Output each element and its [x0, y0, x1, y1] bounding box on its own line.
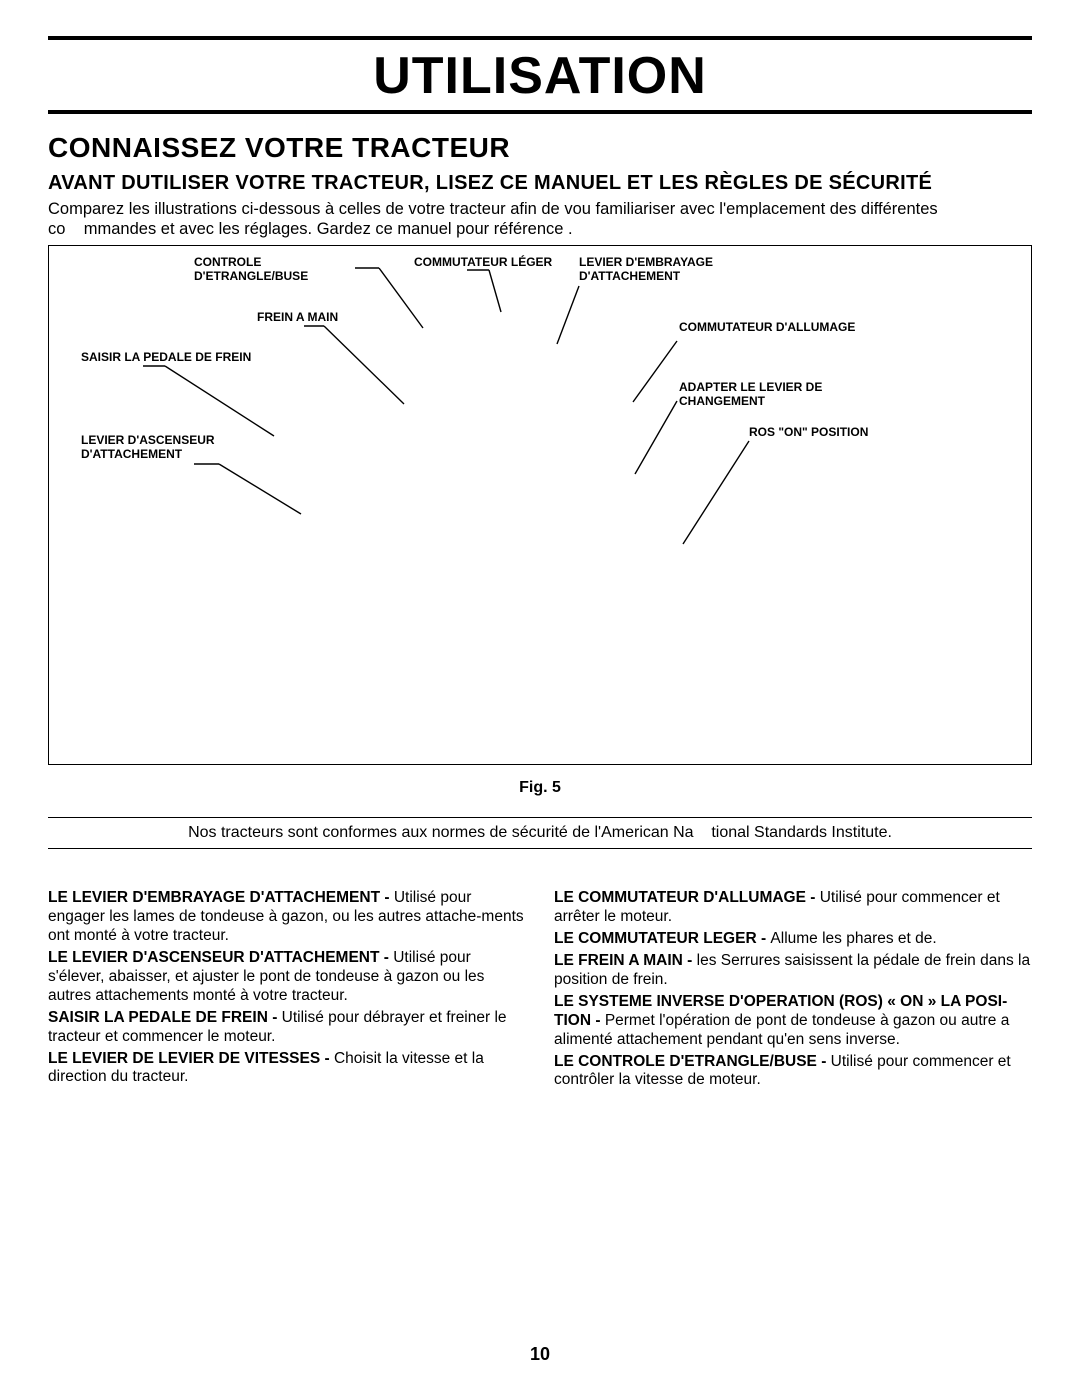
- conformance-block: Nos tracteurs sont conformes aux normes …: [48, 817, 1032, 849]
- diagram-label-adapter_levier: ADAPTER LE LEVIER DE CHANGEMENT: [679, 381, 879, 409]
- title-rule: [48, 110, 1032, 114]
- definition-entry: LE LEVIER D'EMBRAYAGE D'ATTACHEMENT - Ut…: [48, 889, 526, 946]
- diagram-label-saisir_pedale: SAISIR LA PEDALE DE FREIN: [81, 351, 261, 365]
- label-leader-lines: [49, 246, 1031, 764]
- definitions-left: LE LEVIER D'EMBRAYAGE D'ATTACHEMENT - Ut…: [48, 889, 526, 1093]
- definition-term: LE FREIN A MAIN -: [554, 952, 697, 969]
- definition-term: LE COMMUTATEUR D'ALLUMAGE -: [554, 889, 820, 906]
- conform-rule-top: [48, 817, 1032, 818]
- diagram-box: CONTROLE D'ETRANGLE/BUSE COMMUTATEUR LÉGE…: [48, 245, 1032, 765]
- definition-entry: LE LEVIER D'ASCENSEUR D'ATTACHEMENT - Ut…: [48, 949, 526, 1006]
- document-page: UTILISATION CONNAISSEZ VOTRE TRACTEUR AV…: [0, 0, 1080, 1397]
- intro-paragraph: Comparez les illustrations ci-dessous à …: [48, 199, 1032, 239]
- definition-entry: LE COMMUTATEUR D'ALLUMAGE - Utilisé pour…: [554, 889, 1032, 927]
- definition-term: LE LEVIER D'EMBRAYAGE D'ATTACHEMENT -: [48, 889, 394, 906]
- conformance-text: Nos tracteurs sont conformes aux normes …: [48, 824, 1032, 842]
- page-title: UTILISATION: [48, 46, 1032, 106]
- definition-term: LE LEVIER D'ASCENSEUR D'ATTACHEMENT -: [48, 949, 393, 966]
- definition-desc: Allume les phares et de.: [770, 930, 936, 947]
- section-heading: CONNAISSEZ VOTRE TRACTEUR: [48, 132, 1032, 164]
- definition-term: SAISIR LA PEDALE DE FREIN -: [48, 1009, 282, 1026]
- definitions-columns: LE LEVIER D'EMBRAYAGE D'ATTACHEMENT - Ut…: [48, 889, 1032, 1093]
- diagram-label-levier_embrayage: LEVIER D'EMBRAYAGE D'ATTACHEMENT: [579, 256, 759, 284]
- definition-entry: SAISIR LA PEDALE DE FREIN - Utilisé pour…: [48, 1009, 526, 1047]
- page-number: 10: [0, 1344, 1080, 1365]
- definition-term: LE LEVIER DE LEVIER DE VITESSES -: [48, 1050, 334, 1067]
- diagram-label-frein_main: FREIN A MAIN: [257, 311, 357, 325]
- definition-entry: LE CONTROLE D'ETRANGLE/BUSE - Utilisé po…: [554, 1053, 1032, 1091]
- definition-entry: LE LEVIER DE LEVIER DE VITESSES - Choisi…: [48, 1050, 526, 1088]
- definition-entry: LE COMMUTATEUR LEGER - Allume les phares…: [554, 930, 1032, 949]
- diagram-label-commutateur_allumage: COMMUTATEUR D'ALLUMAGE: [679, 321, 859, 335]
- diagram-label-controle: CONTROLE D'ETRANGLE/BUSE: [194, 256, 374, 284]
- top-rule: [48, 36, 1032, 40]
- definition-term: LE CONTROLE D'ETRANGLE/BUSE -: [554, 1053, 831, 1070]
- definition-term: LE COMMUTATEUR LEGER -: [554, 930, 770, 947]
- diagram-label-levier_ascenseur: LEVIER D'ASCENSEUR D'ATTACHEMENT: [81, 434, 261, 462]
- definition-entry: LE FREIN A MAIN - les Serrures saisissen…: [554, 952, 1032, 990]
- diagram-label-ros_on: ROS "ON" POSITION: [749, 426, 869, 440]
- definitions-right: LE COMMUTATEUR D'ALLUMAGE - Utilisé pour…: [554, 889, 1032, 1093]
- definition-desc: Permet l'opération de pont de tondeuse à…: [554, 1012, 1009, 1048]
- definition-entry: LE SYSTEME INVERSE D'OPERATION (ROS) « O…: [554, 993, 1032, 1050]
- diagram-label-commutateur_leger: COMMUTATEUR LÉGER: [414, 256, 564, 270]
- conform-rule-bottom: [48, 848, 1032, 849]
- subheading: AVANT DUTILISER VOTRE TRACTEUR, LISEZ CE…: [48, 172, 1032, 195]
- figure-label: Fig. 5: [48, 779, 1032, 797]
